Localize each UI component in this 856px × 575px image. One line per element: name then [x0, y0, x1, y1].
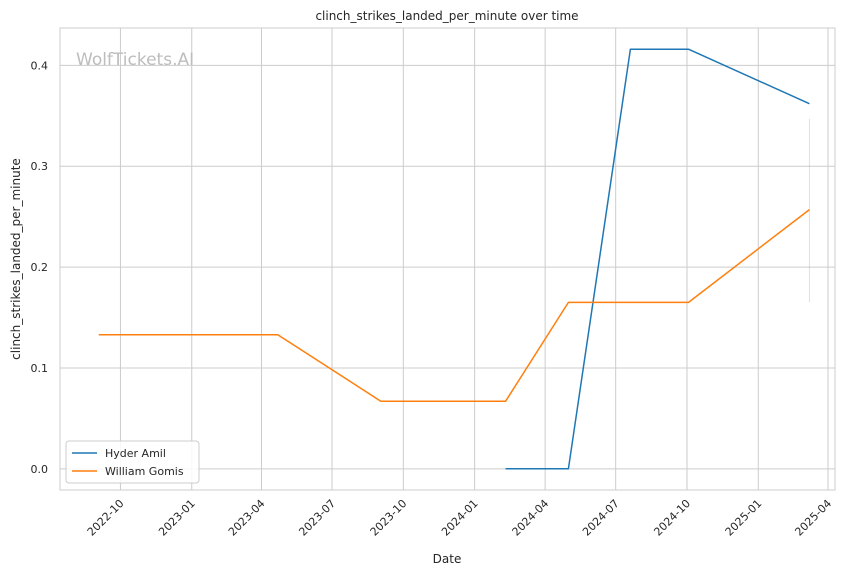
series-line-william-gomis: [98, 209, 810, 402]
y-tick-labels: 0.0 0.1 0.2 0.3 0.4: [31, 59, 49, 475]
x-gridlines: [119, 28, 829, 490]
y-gridlines: [60, 64, 835, 470]
y-tick-label: 0.1: [31, 362, 49, 375]
legend-frame: [65, 440, 200, 484]
y-tick-label: 0.2: [31, 261, 49, 274]
x-tick-label: 2023-07: [296, 497, 338, 539]
y-axis-label: clinch_strikes_landed_per_minute: [9, 158, 23, 360]
legend-label-hyder-amil: Hyder Amil: [105, 447, 166, 460]
x-tick-label: 2023-01: [156, 497, 198, 539]
watermark: WolfTickets.AI: [76, 50, 194, 70]
x-tick-label: 2023-04: [226, 497, 268, 539]
series-line-hyder-amil: [505, 48, 810, 470]
y-tick-label: 0.3: [31, 160, 49, 173]
x-tick-label: 2024-01: [439, 497, 481, 539]
chart-title: clinch_strikes_landed_per_minute over ti…: [315, 9, 578, 23]
y-tick-label: 0.0: [31, 463, 49, 476]
x-tick-label: 2025-01: [723, 497, 765, 539]
x-tick-label: 2024-10: [651, 497, 693, 539]
series-lines: [98, 48, 810, 470]
plot-area: [59, 27, 836, 491]
x-tick-label: 2022-10: [85, 497, 127, 539]
x-tick-label: 2023-10: [368, 497, 410, 539]
legend-label-william-gomis: William Gomis: [105, 465, 184, 478]
x-tick-labels: 2022-10 2023-01 2023-04 2023-07 2023-10 2024-…: [85, 497, 834, 539]
y-tick-label: 0.4: [31, 59, 49, 72]
x-tick-label: 2025-04: [792, 497, 834, 539]
legend: Hyder Amil William Gomis: [65, 440, 200, 484]
x-axis-label: Date: [433, 552, 462, 566]
x-tick-label: 2024-04: [510, 497, 552, 539]
x-tick-label: 2024-07: [580, 497, 622, 539]
